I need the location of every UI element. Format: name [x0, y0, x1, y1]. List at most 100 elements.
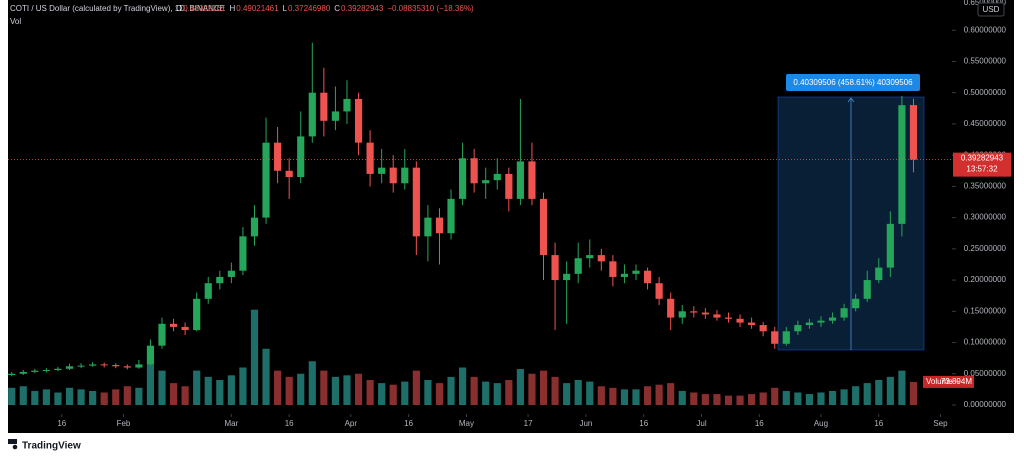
candle-body — [863, 280, 871, 299]
volume-bar — [181, 386, 189, 405]
legend-key: H — [230, 4, 236, 13]
candle-body — [343, 98, 351, 112]
volume-bar — [42, 389, 50, 405]
volume-bar — [852, 386, 860, 405]
brand-mark — [8, 439, 17, 444]
candle-body — [354, 98, 363, 143]
candle-body — [19, 371, 27, 374]
volume-tag-name: Volume — [926, 377, 953, 386]
volume-bar — [146, 364, 155, 405]
x-tick-label: Apr — [345, 419, 358, 428]
candle-body — [505, 173, 513, 199]
volume-bar — [262, 348, 270, 405]
candle-body — [227, 270, 235, 277]
volume-bar — [724, 395, 733, 405]
volume-bar — [424, 380, 432, 405]
volume-tag — [923, 375, 974, 388]
volume-bar — [817, 392, 825, 405]
candle-body — [470, 158, 478, 184]
candle-body — [331, 111, 339, 121]
candle-body — [551, 255, 559, 281]
volume-bar — [31, 390, 39, 405]
volume-bar — [412, 370, 420, 405]
volume-bar — [239, 367, 247, 405]
candle-body — [840, 308, 848, 318]
grid-layer: 0.00000000 0.05000000 0.10000000 0.15000000… — [57, 0, 1006, 428]
volume-bar — [123, 386, 131, 405]
volume-bar — [516, 369, 524, 405]
candle-body — [204, 283, 212, 299]
volume-bar — [551, 376, 559, 405]
legend-title: COTI / US Dollar (calculated by TradingV… — [10, 4, 225, 13]
candle-body — [655, 283, 663, 299]
candle-body — [262, 142, 270, 218]
volume-bar — [366, 380, 374, 405]
candle-body — [31, 370, 39, 372]
volume-bar — [447, 376, 455, 405]
currency[interactable]: USD — [983, 5, 1000, 14]
candle-body — [643, 270, 652, 284]
volume-tag-label: 73.894M — [941, 377, 972, 386]
x-tick-label: 16 — [57, 419, 66, 428]
legend-value: 0.39282943 — [341, 4, 384, 13]
measure-tag[interactable] — [786, 74, 920, 91]
candle-body — [805, 322, 813, 326]
volume-bar — [493, 383, 501, 405]
y-tick-label: 0.45000000 — [964, 119, 1007, 128]
volume-bar — [77, 389, 85, 405]
candle-body — [759, 325, 767, 332]
volume-bar — [794, 392, 802, 405]
volume-bar — [331, 376, 339, 405]
candle-body — [886, 223, 894, 268]
volume-bar — [863, 383, 871, 405]
x-tick-label: Jun — [579, 419, 592, 428]
volume-bar — [285, 376, 293, 405]
y-tick-label: 0.25000000 — [964, 244, 1007, 253]
volume-bar — [898, 370, 906, 405]
candle-body — [42, 370, 50, 372]
candle-body — [678, 311, 686, 318]
volume-bar — [690, 392, 698, 405]
candle-body — [539, 198, 548, 256]
measure-arrow-head — [847, 97, 855, 103]
legend-value: 0.48022261 — [183, 4, 226, 13]
y-tick-label: 0.30000000 — [964, 213, 1007, 222]
candle-body — [193, 298, 201, 331]
volume-bar — [701, 394, 709, 405]
legend-values: O 0.48022261 H 0.49021461 L 0.37246980 C 0.3928… — [176, 4, 474, 13]
candle-body — [285, 170, 293, 178]
volume-bar — [470, 376, 478, 405]
candle-body — [389, 167, 397, 184]
volume-bar — [112, 389, 120, 405]
volume-bar — [678, 390, 686, 405]
volume-bar — [909, 381, 918, 405]
y-tick-label: 0.20000000 — [964, 275, 1007, 284]
brand-logo[interactable]: TradingView — [8, 439, 81, 452]
volume-bar — [609, 387, 617, 405]
candle-body — [401, 167, 409, 184]
volume-bar — [828, 390, 837, 405]
candle-body — [435, 217, 444, 234]
currency-box[interactable] — [977, 2, 1005, 17]
volume-bar — [227, 375, 235, 405]
brand-name: TradingView — [22, 441, 81, 452]
x-tick-label: Aug — [814, 419, 828, 428]
candle-body — [297, 136, 305, 178]
volume-bar — [505, 380, 513, 405]
volume-bar — [274, 370, 282, 405]
candle-body — [447, 198, 455, 234]
x-tick-label: 16 — [404, 419, 413, 428]
volume-bar — [158, 370, 166, 405]
x-tick-label: 16 — [874, 419, 883, 428]
y-tick-label: 0.50000000 — [964, 88, 1007, 97]
candle-body — [817, 320, 825, 323]
candle-body — [89, 364, 97, 366]
volume-bar — [250, 309, 259, 405]
volume-layer — [8, 309, 918, 405]
candle-body — [528, 161, 536, 199]
candle-body — [100, 364, 108, 366]
volume-bar — [204, 376, 212, 405]
volume-bar — [459, 367, 467, 405]
x-tick-label: 16 — [755, 419, 764, 428]
